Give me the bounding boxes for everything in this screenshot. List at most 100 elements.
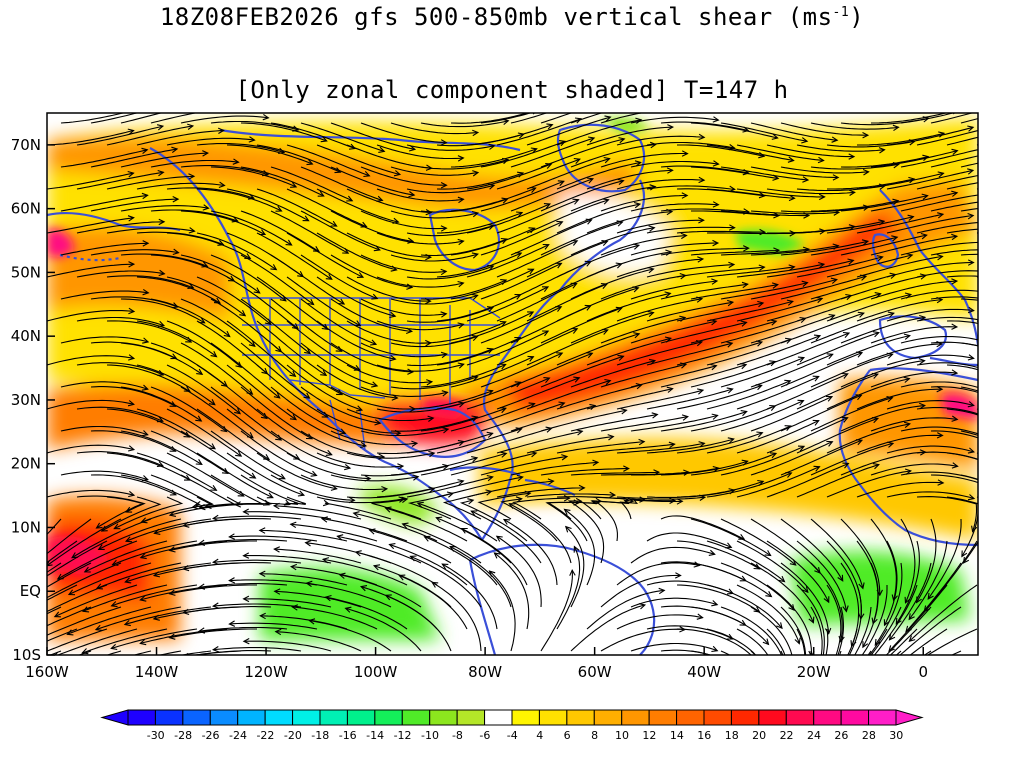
streamline-arrowhead xyxy=(842,331,851,338)
streamline xyxy=(494,552,530,630)
streamline xyxy=(660,364,747,388)
streamline-arrowhead xyxy=(770,319,778,326)
streamline xyxy=(256,320,327,376)
colorbar-swatch xyxy=(868,709,897,726)
streamline xyxy=(47,628,108,652)
streamline xyxy=(353,512,438,542)
streamline xyxy=(766,294,852,322)
streamline-arrowhead xyxy=(499,363,507,370)
streamline-arrowhead xyxy=(908,635,916,643)
streamline xyxy=(923,540,978,612)
streamline xyxy=(330,430,418,446)
streamline xyxy=(286,232,364,278)
streamline xyxy=(300,298,377,345)
streamline xyxy=(300,386,381,424)
streamline xyxy=(124,606,212,626)
streamline xyxy=(690,360,776,388)
streamline-arrowhead xyxy=(696,388,705,395)
streamline xyxy=(570,143,656,168)
streamline xyxy=(496,118,582,146)
streamline xyxy=(600,416,688,432)
streamline xyxy=(406,184,495,194)
streamline xyxy=(166,364,241,415)
streamline-arrowhead xyxy=(571,327,579,334)
streamline xyxy=(399,574,468,630)
streamline-arrowhead xyxy=(586,352,594,359)
streamline xyxy=(316,452,404,468)
streamline-arrowhead xyxy=(603,156,611,164)
streamline-arrowhead xyxy=(53,611,61,618)
streamline-arrowhead xyxy=(427,415,435,422)
streamline xyxy=(136,364,216,406)
streamline xyxy=(136,452,217,491)
streamline xyxy=(616,614,703,630)
streamline-arrowhead xyxy=(228,533,236,540)
streamline xyxy=(68,562,152,595)
streamline xyxy=(180,386,254,439)
streamline xyxy=(826,335,910,366)
streamline-arrowhead xyxy=(156,124,165,131)
streamline-arrowhead xyxy=(320,516,328,523)
streamline-arrowhead xyxy=(356,272,365,278)
streamline-arrowhead xyxy=(698,441,706,448)
streamline-arrowhead xyxy=(397,463,405,470)
streamline xyxy=(166,137,255,146)
streamline-arrowhead xyxy=(346,195,354,202)
streamline xyxy=(442,490,492,520)
streamline xyxy=(47,584,78,601)
streamline xyxy=(690,518,771,556)
streamline-arrowhead xyxy=(303,392,311,399)
streamline xyxy=(256,452,337,490)
streamline-arrowhead xyxy=(615,262,623,269)
streamline xyxy=(854,606,872,655)
streamline-arrowhead xyxy=(1009,449,1015,454)
streamline xyxy=(466,330,549,366)
streamline-arrowhead xyxy=(666,167,674,174)
streamline-arrowhead xyxy=(918,358,926,365)
streamline-arrowhead xyxy=(1011,147,1017,152)
streamline xyxy=(856,343,942,366)
streamline-arrowhead xyxy=(514,336,522,343)
streamline-arrowhead xyxy=(831,136,839,143)
streamline xyxy=(480,180,565,212)
streamline-arrowhead xyxy=(833,692,839,698)
streamline-arrowhead xyxy=(592,459,600,466)
streamline-arrowhead xyxy=(359,585,368,592)
streamline-arrowhead xyxy=(542,243,550,250)
streamline xyxy=(895,650,902,655)
streamline xyxy=(676,384,762,410)
streamline xyxy=(780,206,869,213)
streamline-arrowhead xyxy=(242,638,250,645)
streamline xyxy=(616,298,703,322)
streamline-arrowhead xyxy=(528,402,536,409)
streamline xyxy=(780,439,863,476)
streamline xyxy=(76,451,164,467)
streamline-arrowhead xyxy=(664,336,672,343)
lon-tick-label: 60W xyxy=(578,663,612,681)
streamline-arrowhead xyxy=(633,332,641,339)
streamline xyxy=(286,364,363,411)
streamline-arrowhead xyxy=(918,402,926,410)
streamline xyxy=(106,364,191,392)
streamline-arrowhead xyxy=(435,516,443,523)
streamline xyxy=(888,584,948,652)
streamline-arrowhead xyxy=(374,419,382,426)
streamline-arrowhead xyxy=(368,528,376,535)
streamline-arrowhead xyxy=(773,212,781,219)
streamline-arrowhead xyxy=(125,506,133,513)
streamline-arrowhead xyxy=(589,403,597,411)
streamline xyxy=(796,256,883,278)
streamline xyxy=(489,570,516,652)
streamline xyxy=(646,301,733,322)
streamline-arrowhead xyxy=(967,447,975,454)
streamline xyxy=(690,166,779,180)
streamline-arrowhead xyxy=(756,431,764,438)
lat-tick-label: 10N xyxy=(11,518,41,536)
streamline-arrowhead xyxy=(802,176,810,183)
streamline-arrowhead xyxy=(289,563,298,571)
streamline xyxy=(676,266,765,278)
colorbar-label: -30 xyxy=(147,729,165,742)
streamline xyxy=(286,188,367,228)
streamline xyxy=(750,441,833,476)
streamline xyxy=(496,283,577,322)
